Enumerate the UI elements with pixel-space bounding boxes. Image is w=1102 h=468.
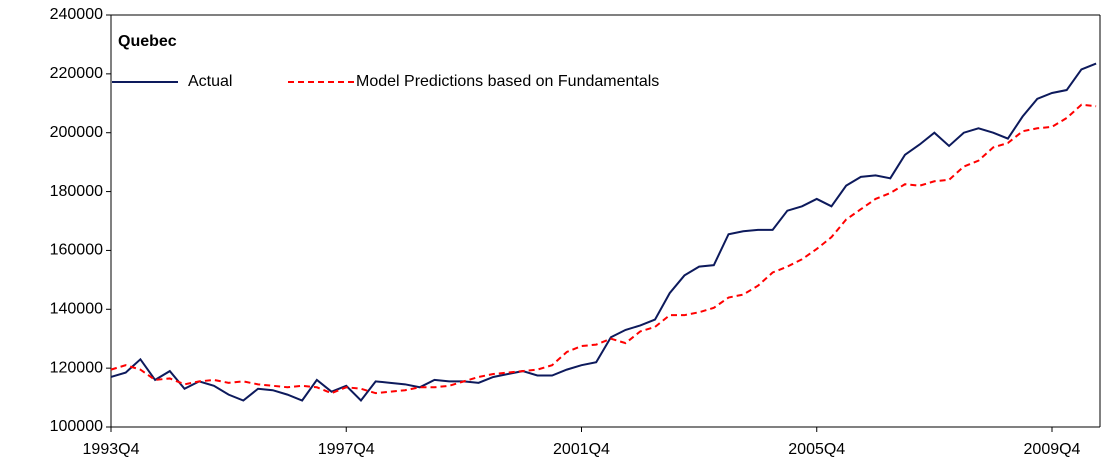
x-tick-label: 1997Q4 [318, 441, 375, 458]
y-tick-label: 100000 [50, 418, 103, 435]
y-tick-label: 200000 [50, 124, 103, 141]
y-tick-label: 140000 [50, 301, 103, 318]
x-tick-label: 2001Q4 [553, 441, 610, 458]
y-tick-label: 220000 [50, 65, 103, 82]
chart-title: Quebec [118, 33, 177, 50]
x-tick-label: 1993Q4 [83, 441, 140, 458]
y-tick-label: 240000 [50, 6, 103, 23]
x-tick-label: 2005Q4 [788, 441, 845, 458]
legend-label: Model Predictions based on Fundamentals [356, 73, 659, 90]
series-line [110, 62, 1097, 403]
x-tick-label: 2009Q4 [1024, 441, 1081, 458]
y-tick-label: 120000 [50, 359, 103, 376]
y-tick-label: 160000 [50, 242, 103, 259]
legend-label: Actual [188, 73, 232, 90]
y-tick-label: 180000 [50, 183, 103, 200]
series-line [110, 103, 1097, 395]
